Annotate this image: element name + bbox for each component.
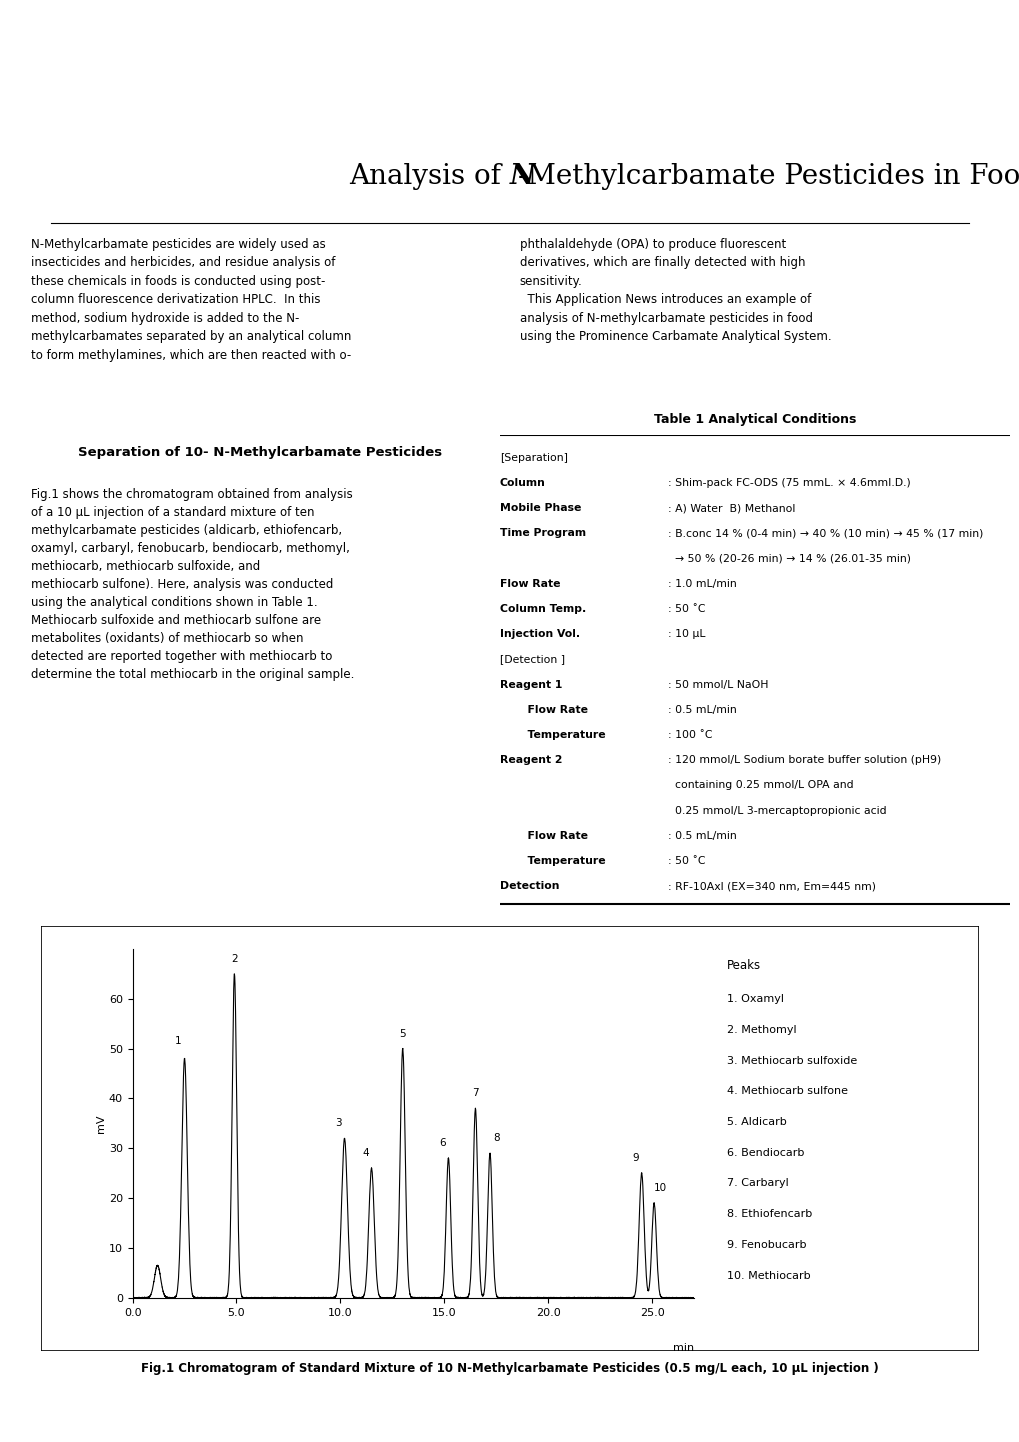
Text: Detection: Detection [499,881,558,891]
Text: 6: 6 [438,1138,445,1148]
Text: Fig.1 Chromatogram of Standard Mixture of 10 N-Methylcarbamate Pesticides (0.5 m: Fig.1 Chromatogram of Standard Mixture o… [141,1361,878,1376]
Text: : 50 mmol/L NaOH: : 50 mmol/L NaOH [667,679,768,689]
Text: 10. Methiocarb: 10. Methiocarb [727,1270,810,1280]
Text: phthalaldehyde (OPA) to produce fluorescent
derivatives, which are finally detec: phthalaldehyde (OPA) to produce fluoresc… [519,238,830,343]
Text: 9. Fenobucarb: 9. Fenobucarb [727,1240,806,1250]
Text: : Shim-pack FC-ODS (75 mmL. × 4.6mmI.D.): : Shim-pack FC-ODS (75 mmL. × 4.6mmI.D.) [667,477,910,487]
Text: 7: 7 [472,1089,478,1099]
Text: 8. Ethiofencarb: 8. Ethiofencarb [727,1210,812,1218]
Text: : 0.5 mL/min: : 0.5 mL/min [667,831,736,841]
Text: 10: 10 [653,1182,666,1193]
Text: Separation of 10- N-Methylcarbamate Pesticides: Separation of 10- N-Methylcarbamate Pest… [78,446,441,459]
Text: : 0.5 mL/min: : 0.5 mL/min [667,705,736,715]
Text: Flow Rate: Flow Rate [520,831,588,841]
Text: SHIMADZU APPLICATION NEWS: SHIMADZU APPLICATION NEWS [31,33,710,71]
Text: N: N [510,163,535,190]
Text: 7. Carbaryl: 7. Carbaryl [727,1178,789,1188]
Text: → 50 % (20-26 min) → 14 % (26.01-35 min): → 50 % (20-26 min) → 14 % (26.01-35 min) [667,554,910,564]
Text: HIGH PERFORMANCE LIQUID CHROMATOGRAPHY: HIGH PERFORMANCE LIQUID CHROMATOGRAPHY [56,88,472,104]
Text: 3: 3 [334,1119,341,1128]
Text: Reagent 2: Reagent 2 [499,756,561,766]
Text: Mobile Phase: Mobile Phase [499,503,581,513]
Text: Temperature: Temperature [520,857,605,867]
Text: 4: 4 [362,1148,368,1158]
Text: 5: 5 [399,1028,406,1038]
Text: 2: 2 [231,953,237,963]
Text: 1. Oxamyl: 1. Oxamyl [727,994,784,1004]
Text: [Separation]: [Separation] [499,453,568,463]
Text: No.L343: No.L343 [770,46,988,91]
Text: : 1.0 mL/min: : 1.0 mL/min [667,578,736,588]
Text: Peaks: Peaks [727,959,760,972]
Text: -Methylcarbamate Pesticides in Foods: -Methylcarbamate Pesticides in Foods [518,163,1019,190]
Text: Analysis of: Analysis of [348,163,510,190]
Text: Temperature: Temperature [520,730,605,740]
Text: 4. Methiocarb sulfone: 4. Methiocarb sulfone [727,1086,848,1096]
Text: N-Methylcarbamate pesticides are widely used as
insecticides and herbicides, and: N-Methylcarbamate pesticides are widely … [31,238,351,362]
Text: 9: 9 [632,1154,638,1164]
Text: Reagent 1: Reagent 1 [499,679,561,689]
Text: : RF-10Axl (EX=340 nm, Em=445 nm): : RF-10Axl (EX=340 nm, Em=445 nm) [667,881,875,891]
Text: Table 1 Analytical Conditions: Table 1 Analytical Conditions [653,412,855,425]
Text: 5. Aldicarb: 5. Aldicarb [727,1118,787,1128]
Text: 2. Methomyl: 2. Methomyl [727,1025,796,1035]
Text: : 50 ˚C: : 50 ˚C [667,857,705,867]
Text: : 10 μL: : 10 μL [667,629,705,639]
Text: Time Program: Time Program [499,528,585,538]
Text: : B.conc 14 % (0-4 min) → 40 % (10 min) → 45 % (17 min): : B.conc 14 % (0-4 min) → 40 % (10 min) … [667,528,982,538]
Text: Injection Vol.: Injection Vol. [499,629,580,639]
Text: Column Temp.: Column Temp. [499,604,586,614]
Text: 3. Methiocarb sulfoxide: 3. Methiocarb sulfoxide [727,1056,857,1066]
Text: Flow Rate: Flow Rate [499,578,559,588]
Text: min: min [672,1343,693,1353]
Text: Fig.1 shows the chromatogram obtained from analysis
of a 10 μL injection of a st: Fig.1 shows the chromatogram obtained fr… [31,487,354,681]
Text: 1: 1 [175,1035,181,1045]
Text: 8: 8 [492,1133,499,1144]
Text: containing 0.25 mmol/L OPA and: containing 0.25 mmol/L OPA and [667,780,853,790]
Text: 6. Bendiocarb: 6. Bendiocarb [727,1148,804,1158]
Text: Column: Column [499,477,545,487]
Text: [Detection ]: [Detection ] [499,655,565,665]
Text: 0.25 mmol/L 3-mercaptopropionic acid: 0.25 mmol/L 3-mercaptopropionic acid [667,806,886,816]
Text: Flow Rate: Flow Rate [520,705,588,715]
Text: : 100 ˚C: : 100 ˚C [667,730,712,740]
Text: LAAN-A-LC-E054: LAAN-A-LC-E054 [908,9,988,19]
Text: : 120 mmol/L Sodium borate buffer solution (pH9): : 120 mmol/L Sodium borate buffer soluti… [667,756,941,766]
Y-axis label: mV: mV [96,1115,106,1132]
Text: : 50 ˚C: : 50 ˚C [667,604,705,614]
Text: : A) Water  B) Methanol: : A) Water B) Methanol [667,503,795,513]
